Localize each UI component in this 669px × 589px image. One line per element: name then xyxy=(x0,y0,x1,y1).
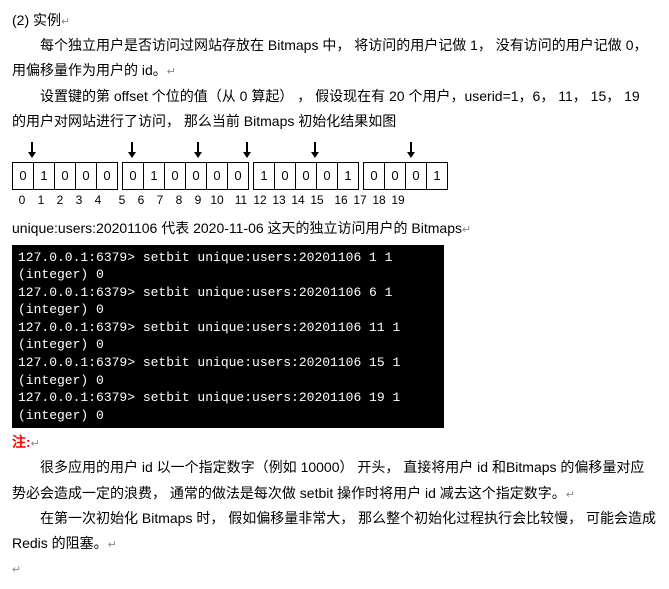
pilcrow-icon: ↵ xyxy=(566,489,575,501)
terminal-line: (integer) 0 xyxy=(18,407,438,425)
terminal-line: 127.0.0.1:6379> setbit unique:users:2020… xyxy=(18,284,438,302)
bit-cell: 1 xyxy=(337,162,359,190)
arrow-down-icon xyxy=(243,142,251,158)
paragraph-3: unique:users:20201106 代表 2020-11-06 这天的独… xyxy=(12,216,657,241)
bit-cell: 0 xyxy=(185,162,207,190)
index-cell: 12 xyxy=(250,190,270,212)
bit-cell: 0 xyxy=(363,162,385,190)
index-cell: 15 xyxy=(307,190,327,212)
index-cell: 1 xyxy=(31,190,51,212)
p1-text: 每个独立用户是否访问过网站存放在 Bitmaps 中， 将访问的用户记做 1， … xyxy=(12,37,647,78)
index-cell: 7 xyxy=(150,190,170,212)
pilcrow-icon: ↵ xyxy=(167,66,176,78)
heading-text: (2) 实例 xyxy=(12,12,61,28)
index-cell: 18 xyxy=(369,190,389,212)
index-cell: 11 xyxy=(231,190,251,212)
bit-cell: 1 xyxy=(33,162,55,190)
pilcrow-icon: ↵ xyxy=(61,16,70,28)
paragraph-5: 在第一次初始化 Bitmaps 时， 假如偏移量非常大， 那么整个初始化过程执行… xyxy=(12,506,657,556)
index-cell: 4 xyxy=(88,190,108,212)
index-cell: 14 xyxy=(288,190,308,212)
index-cell: 0 xyxy=(12,190,32,212)
bit-cell: 0 xyxy=(96,162,118,190)
terminal-line: (integer) 0 xyxy=(18,266,438,284)
p4-text: 很多应用的用户 id 以一个指定数字（例如 10000） 开头， 直接将用户 i… xyxy=(12,459,644,500)
bit-cell: 0 xyxy=(384,162,406,190)
arrow-down-icon xyxy=(194,142,202,158)
index-cell: 2 xyxy=(50,190,70,212)
pilcrow-icon: ↵ xyxy=(462,224,471,236)
index-cell: 8 xyxy=(169,190,189,212)
arrow-down-icon xyxy=(28,142,36,158)
bit-cell: 1 xyxy=(426,162,448,190)
bit-cell: 0 xyxy=(405,162,427,190)
terminal-line: (integer) 0 xyxy=(18,301,438,319)
paragraph-2: 设置键的第 offset 个位的值（从 0 算起） ， 假设现在有 20 个用户… xyxy=(12,84,657,134)
arrow-down-icon xyxy=(128,142,136,158)
pilcrow-icon: ↵ xyxy=(31,438,40,450)
paragraph-4: 很多应用的用户 id 以一个指定数字（例如 10000） 开头， 直接将用户 i… xyxy=(12,455,657,505)
bit-cell: 1 xyxy=(143,162,165,190)
terminal-line: (integer) 0 xyxy=(18,372,438,390)
pilcrow-icon: ↵ xyxy=(12,564,21,576)
bit-cell: 0 xyxy=(54,162,76,190)
index-cell: 5 xyxy=(112,190,132,212)
bit-cell: 0 xyxy=(122,162,144,190)
terminal-line: 127.0.0.1:6379> setbit unique:users:2020… xyxy=(18,319,438,337)
terminal-line: (integer) 0 xyxy=(18,336,438,354)
bit-cell: 0 xyxy=(12,162,34,190)
index-cell: 10 xyxy=(207,190,227,212)
note-label-line: 注:↵ xyxy=(12,430,657,455)
index-cell: 19 xyxy=(388,190,408,212)
index-cell: 3 xyxy=(69,190,89,212)
terminal-line: 127.0.0.1:6379> setbit unique:users:2020… xyxy=(18,389,438,407)
bit-cell: 0 xyxy=(164,162,186,190)
index-cell: 13 xyxy=(269,190,289,212)
bit-cell: 0 xyxy=(75,162,97,190)
trailing-line: ↵ xyxy=(12,556,657,581)
terminal-line: 127.0.0.1:6379> setbit unique:users:2020… xyxy=(18,354,438,372)
pilcrow-icon: ↵ xyxy=(108,539,117,551)
terminal-block: 127.0.0.1:6379> setbit unique:users:2020… xyxy=(12,245,444,428)
bit-cell: 1 xyxy=(253,162,275,190)
bit-cell: 0 xyxy=(227,162,249,190)
p2-text: 设置键的第 offset 个位的值（从 0 算起） ， 假设现在有 20 个用户… xyxy=(12,88,640,129)
index-cell: 17 xyxy=(350,190,370,212)
bit-cell: 0 xyxy=(295,162,317,190)
paragraph-1: 每个独立用户是否访问过网站存放在 Bitmaps 中， 将访问的用户记做 1， … xyxy=(12,33,657,83)
index-cell: 9 xyxy=(188,190,208,212)
bit-cell: 0 xyxy=(274,162,296,190)
terminal-line: 127.0.0.1:6379> setbit unique:users:2020… xyxy=(18,249,438,267)
bitmap-diagram: 01000010000100010001 0123456789101112131… xyxy=(12,142,657,212)
index-row: 012345678910111213141516171819 xyxy=(12,190,657,212)
index-cell: 16 xyxy=(331,190,351,212)
bit-cell: 0 xyxy=(206,162,228,190)
bit-cell: 0 xyxy=(316,162,338,190)
note-label: 注: xyxy=(12,434,31,450)
arrows-row xyxy=(12,142,411,162)
bit-row: 01000010000100010001 xyxy=(12,162,657,190)
arrow-down-icon xyxy=(311,142,319,158)
heading: (2) 实例↵ xyxy=(12,8,657,33)
p3-text: unique:users:20201106 代表 2020-11-06 这天的独… xyxy=(12,220,462,236)
index-cell: 6 xyxy=(131,190,151,212)
arrow-down-icon xyxy=(407,142,415,158)
